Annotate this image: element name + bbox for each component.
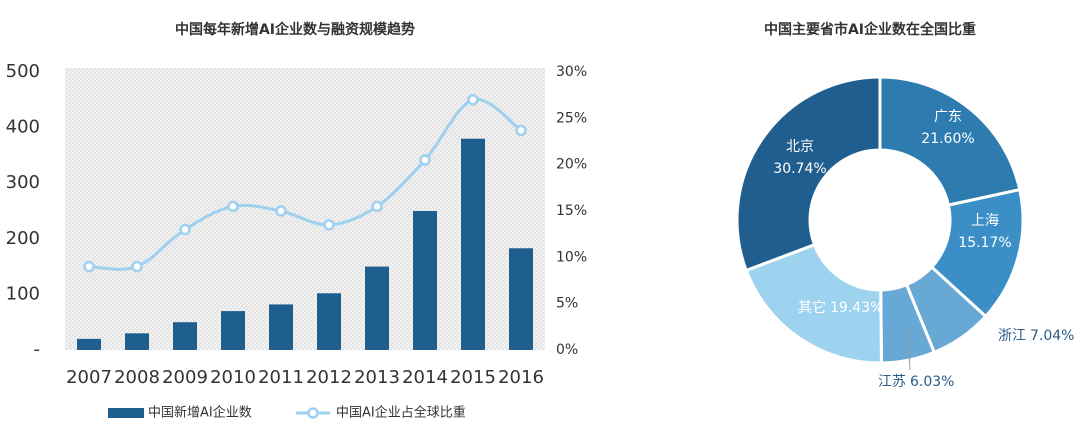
x-tick-label: 2010 <box>210 367 256 388</box>
donut-slice <box>878 75 1022 207</box>
line <box>88 97 522 271</box>
y-tick-label: 500 <box>6 61 40 82</box>
line-marker <box>227 200 239 213</box>
x-tick-label: 2008 <box>114 367 160 388</box>
y2-tick-label: 30% <box>556 64 587 80</box>
line-marker <box>275 205 287 217</box>
chart-title: 中国主要省市AI企业数在全国比重 <box>764 21 976 38</box>
bar <box>125 333 149 350</box>
x-tick-label: 2009 <box>162 367 208 388</box>
line-marker <box>515 124 527 137</box>
y2-tick-label: 0% <box>556 342 578 358</box>
x-tick-label: 2012 <box>306 367 352 388</box>
line-marker <box>323 219 335 231</box>
bar <box>365 266 389 350</box>
y-tick-label: 200 <box>6 228 40 249</box>
slice-value: 30.74% <box>773 161 826 177</box>
x-tick-label: 2013 <box>354 367 400 388</box>
y-tick-label: 400 <box>6 117 40 138</box>
slice-label: 广东 <box>934 109 962 125</box>
bar <box>413 211 437 350</box>
y2-tick-label: 10% <box>556 249 587 265</box>
y-tick-label: 100 <box>6 283 40 304</box>
x-tick-label: 2015 <box>450 367 496 388</box>
line-marker <box>131 260 143 273</box>
x-tick-label: 2016 <box>498 367 544 388</box>
line-marker <box>467 94 479 106</box>
line-marker <box>371 200 383 213</box>
bar <box>173 322 197 350</box>
bar <box>461 138 485 350</box>
y2-tick-label: 15% <box>556 203 587 219</box>
slice-value: 21.60% <box>921 131 974 147</box>
y-tick-label: - <box>34 339 41 360</box>
y2-tick-label: 25% <box>556 110 587 126</box>
bar <box>77 338 101 350</box>
line-marker <box>83 260 95 273</box>
legend-label: 中国新增AI企业数 <box>148 405 252 421</box>
y2-tick-label: 5% <box>556 296 578 312</box>
slice-value: 15.17% <box>958 235 1011 251</box>
y2-tick-label: 20% <box>556 157 587 173</box>
bar <box>317 293 341 350</box>
legend-swatch <box>108 408 144 418</box>
bar <box>269 304 293 350</box>
slice-label: 上海 <box>971 213 999 229</box>
x-tick-label: 2007 <box>66 367 112 388</box>
bar <box>221 311 245 350</box>
line-marker <box>179 223 191 236</box>
legend-label: 中国AI企业占全球比重 <box>336 405 466 421</box>
slice-label: 其它 <box>798 299 826 316</box>
slice-value: 6.03% <box>910 374 954 390</box>
x-tick-label: 2014 <box>402 367 448 388</box>
slice-label: 北京 <box>786 139 814 155</box>
x-tick-label: 2011 <box>258 367 304 388</box>
leader-line <box>907 329 911 371</box>
slice-value: 7.04% <box>1030 328 1074 344</box>
chart-title: 中国每年新增AI企业数与融资规模趋势 <box>175 21 415 38</box>
donut-slice <box>735 75 882 273</box>
slice-label: 浙江 <box>998 328 1026 344</box>
slice-value: 19.43% <box>830 300 883 316</box>
y-tick-label: 300 <box>6 172 40 193</box>
line-marker <box>419 154 431 166</box>
donut-slice <box>744 242 883 365</box>
slice-label: 江苏 <box>878 374 906 390</box>
bar <box>509 248 533 350</box>
legend-swatch <box>307 407 319 419</box>
